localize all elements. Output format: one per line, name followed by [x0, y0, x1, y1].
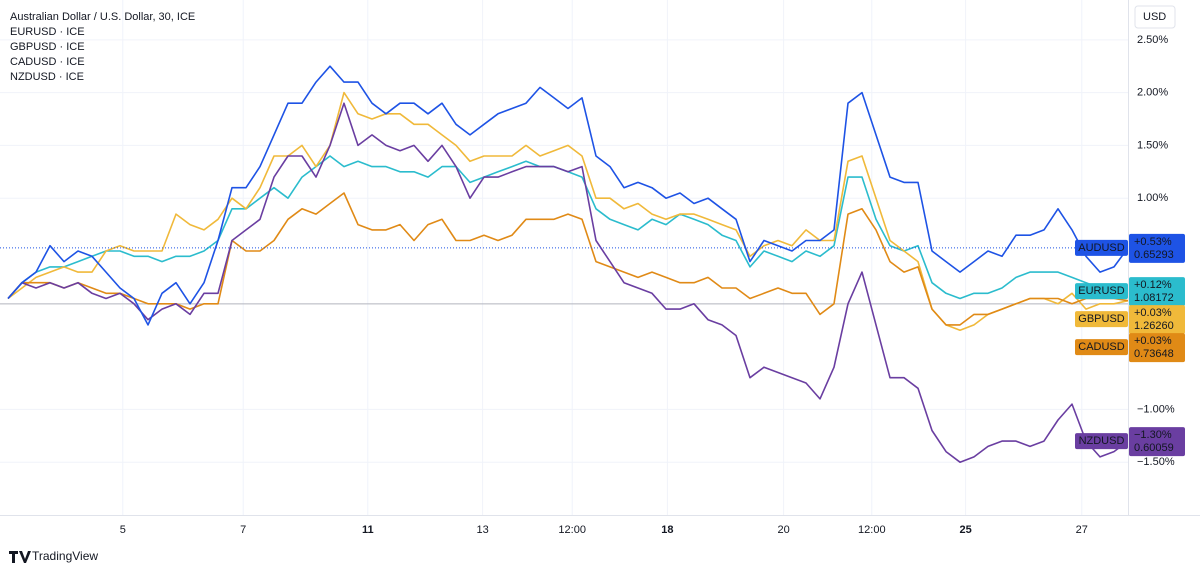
x-tick-label: 12:00 — [858, 524, 886, 536]
tag-value-box — [1129, 233, 1185, 263]
watermark-text: TradingView — [32, 549, 98, 563]
legend-entry: NZDUSD · ICE — [10, 71, 84, 83]
tag-price: 0.65293 — [1134, 249, 1174, 261]
y-tick-label: −1.00% — [1137, 403, 1175, 415]
x-tick-label: 27 — [1076, 524, 1088, 536]
legend-entry: CADUSD · ICE — [10, 56, 85, 68]
watermark[interactable]: TradingView — [9, 549, 98, 563]
tag-name-box — [1075, 283, 1128, 300]
x-tick-label: 25 — [959, 524, 971, 536]
x-tick-label: 7 — [240, 524, 246, 536]
currency-box[interactable] — [1134, 5, 1176, 29]
tag-change: +0.12% — [1134, 279, 1172, 291]
watermark-logo — [9, 551, 31, 563]
tag-name-box — [1075, 339, 1128, 356]
legend-entry: EURUSD · ICE — [10, 26, 85, 38]
series-line — [7, 102, 1129, 463]
series-line — [7, 65, 1129, 326]
tag-value-box — [1129, 427, 1185, 457]
lines — [7, 65, 1129, 463]
price-tag: AUDUSD +0.53%0.65293 — [1075, 233, 1185, 263]
tag-name-box — [1075, 433, 1128, 450]
tag-price: 1.08172 — [1134, 292, 1174, 304]
tag-name: NZDUSD — [1079, 435, 1125, 447]
currency-label[interactable]: USD — [1143, 11, 1166, 23]
tag-change: +0.03% — [1134, 307, 1172, 319]
tag-change: −1.30% — [1134, 429, 1172, 441]
x-tick-label: 12:00 — [558, 524, 586, 536]
x-tick-label: 13 — [476, 524, 488, 536]
x-tick-label: 5 — [120, 524, 126, 536]
tag-price: 1.26260 — [1134, 320, 1174, 332]
tag-name: AUDUSD — [1078, 242, 1125, 254]
tag-change: +0.53% — [1134, 236, 1172, 248]
grid — [0, 0, 1128, 515]
chart-title: Australian Dollar / U.S. Dollar, 30, ICE — [10, 11, 195, 23]
x-tick-label: 20 — [777, 524, 789, 536]
tag-change: +0.03% — [1134, 335, 1172, 347]
price-tag: CADUSD +0.03%0.73648 — [1075, 333, 1185, 363]
tag-name: GBPUSD — [1078, 313, 1125, 325]
tag-name: EURUSD — [1078, 285, 1125, 297]
y-tick-label: 2.50% — [1137, 34, 1168, 46]
tag-price: 0.73648 — [1134, 348, 1174, 360]
tag-value-box — [1129, 333, 1185, 363]
price-tag: GBPUSD +0.03%1.26260 — [1075, 305, 1185, 335]
price-tag: EURUSD +0.12%1.08172 — [1075, 277, 1185, 307]
tag-name-box — [1075, 239, 1128, 256]
x-tick-label: 11 — [362, 524, 374, 536]
tag-price: 0.60059 — [1134, 442, 1174, 454]
x-tick-label: 18 — [661, 524, 673, 536]
legend-entry: GBPUSD · ICE — [10, 41, 85, 53]
tag-value-box — [1129, 305, 1185, 335]
tag-name: CADUSD — [1078, 341, 1125, 353]
y-tick-label: 1.50% — [1137, 139, 1168, 151]
y-tick-label: 1.00% — [1137, 192, 1168, 204]
tag-value-box — [1129, 277, 1185, 307]
price-tag: NZDUSD −1.30%0.60059 — [1075, 427, 1185, 457]
y-tick-label: 2.00% — [1137, 87, 1168, 99]
tag-name-box — [1075, 311, 1128, 328]
y-tick-label: −1.50% — [1137, 456, 1175, 468]
